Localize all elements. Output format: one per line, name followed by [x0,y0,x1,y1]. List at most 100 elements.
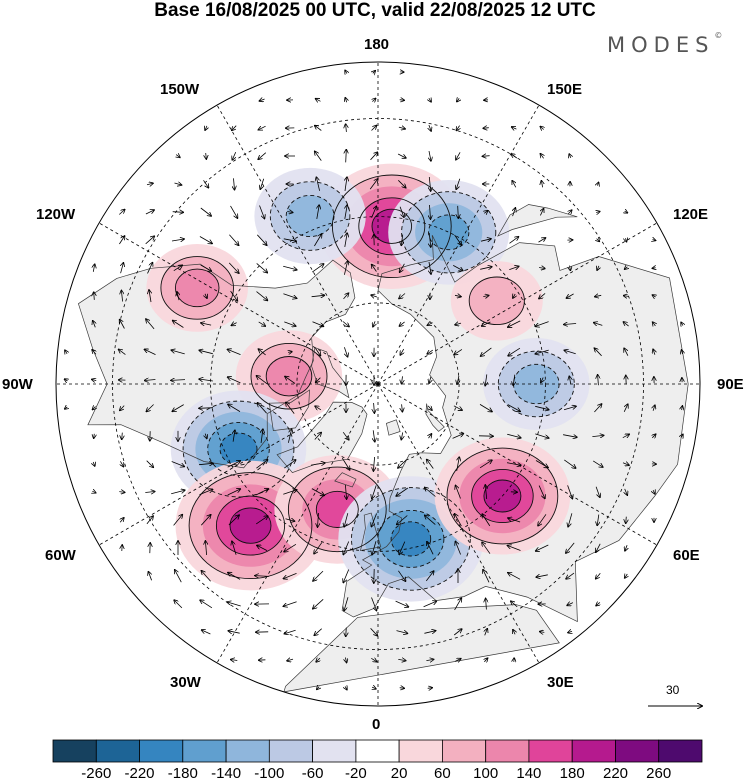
wind-arrow [345,657,346,663]
wind-arrow [509,266,518,270]
colorbar-swatch-7 [355,739,400,763]
wind-arrow [346,627,347,637]
wind-arrow [202,630,211,635]
wind-arrow [122,432,123,440]
wind-arrow [203,180,209,187]
colorbar-tick-label: 220 [602,765,629,782]
modes-logo-text: MODES [607,33,715,57]
lon-label-150e: 150E [547,81,583,98]
wind-arrow [423,601,437,608]
wind-arrow [594,348,602,357]
wind-arrow [200,600,213,609]
wind-arrow [171,350,185,355]
colorbar-tick-label: -140 [211,765,242,782]
colorbar-swatch-4 [225,739,270,763]
lon-label-90e: 90E [717,376,744,393]
wind-arrow [284,460,295,469]
wind-arrow [314,628,322,636]
wind-arrow [429,124,431,131]
wind-arrow [120,461,123,466]
wind-arrow [146,183,153,185]
wind-arrow [228,573,241,580]
wind-arrow [483,295,488,296]
wind-arrow [429,151,431,161]
wind-arrow [256,291,268,301]
wind-arrow [283,601,297,607]
wind-arrow [399,206,404,217]
wind-arrow [173,265,182,272]
wind-arrow [92,350,96,355]
colorbar-tick-label: -60 [301,765,324,782]
lon-label-120e: 120E [673,206,709,223]
colorbar-swatch-5 [268,739,313,763]
wind-arrow [345,177,347,191]
contour-pacific-high-140 [358,197,426,256]
wind-arrow [480,267,492,270]
wind-arrow [399,100,405,101]
wind-arrow [261,429,263,443]
wind-arrow [513,630,515,635]
wind-arrow [173,321,184,328]
wind-arrow [399,688,405,689]
novaya-zemlya-land [425,403,445,432]
wind-arrow [682,350,683,354]
wind-arrow [596,602,600,605]
wind-arrow [623,322,629,327]
wind-arrow [284,321,295,326]
contour-russia-high-180 [483,479,522,513]
wind-arrow [425,571,433,582]
wind-arrow [682,406,683,410]
wind-arrow [401,432,402,439]
wind-arrow [120,405,125,411]
wind-arrow [540,127,543,130]
wind-arrow [283,239,296,241]
wind-arrow [313,570,324,581]
wind-arrow [540,209,543,216]
wind-arrow [399,541,406,555]
modes-logo: MODES© [607,31,722,57]
wind-arrow [345,686,347,689]
colorbar-tick-label: 180 [559,765,585,782]
wind-arrow [259,99,265,101]
wind-arrow [255,516,268,525]
wind-arrow [458,205,459,218]
wind-arrow [512,181,516,188]
wind-arrow [595,486,600,498]
wind-arrow [177,292,179,301]
contour-aleutian-low-140 [428,214,470,251]
wind-arrow [564,459,575,468]
wind-arrow [541,181,542,188]
polar-map [55,61,750,735]
wind-arrow [653,490,655,494]
wind-arrow [597,182,598,185]
wind-arrow [119,349,126,355]
wind-arrow [149,290,151,303]
wind-arrow [401,234,402,246]
wind-arrow [205,541,206,556]
colorbar-swatch-13 [615,739,660,763]
wind-arrow [454,295,461,296]
wind-arrow [287,659,294,661]
wind-arrow [482,514,491,527]
lon-label-60e: 60E [673,547,700,564]
wind-arrow [93,407,96,410]
wind-arrow [145,210,154,215]
wind-arrow [255,489,269,496]
wind-vectors [65,70,683,689]
wind-arrow [314,234,321,247]
wind-arrow [371,295,378,297]
wind-arrow [563,435,577,438]
wind-arrow [482,321,491,326]
wind-arrow [625,488,628,495]
wind-arrow [256,460,267,469]
wind-arrow [205,126,207,130]
colorbar-swatch-0 [52,739,97,763]
wind-arrow [429,376,431,383]
wind-arrow [313,599,324,608]
wind-arrow [372,541,377,554]
wind-arrow [345,233,347,247]
wind-arrow [232,541,237,555]
wind-arrow [625,211,628,213]
wind-arrow [398,127,405,129]
wind-arrow [228,631,240,633]
